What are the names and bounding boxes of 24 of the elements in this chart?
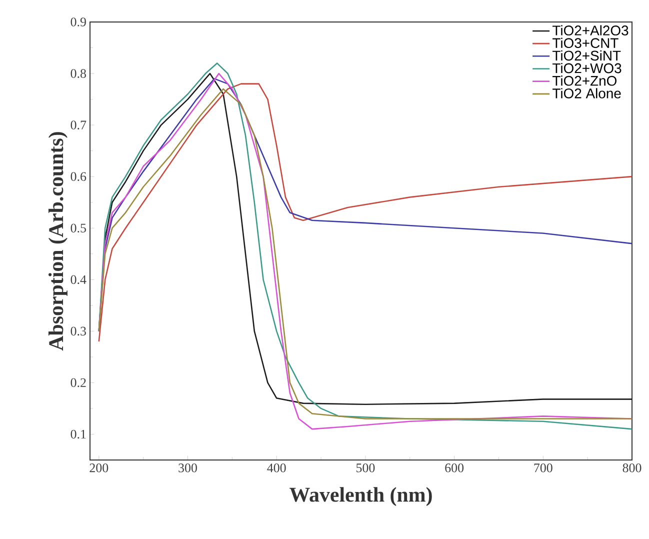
x-tick-label: 300: [178, 464, 197, 472]
y-tick-label: 0.4: [70, 275, 86, 284]
x-tick-label: 200: [90, 464, 108, 472]
y-tick-label: 0.7: [70, 120, 86, 130]
x-tick-label: 800: [622, 464, 642, 472]
legend-label: TiO2+Al2O3: [552, 25, 628, 36]
legend-label: TiO2+ZnO: [552, 76, 617, 86]
y-tick-label: 0.6: [70, 172, 86, 181]
x-tick-label: 700: [534, 464, 552, 472]
y-tick-label: 0.5: [70, 224, 86, 233]
y-axis-title: Absorption (Arb.counts): [48, 132, 68, 351]
y-tick-label: 0.8: [70, 69, 86, 78]
y-tick-label: 0.3: [70, 326, 86, 336]
legend-label: TiO3+CNT: [552, 38, 618, 48]
x-tick-label: 600: [445, 464, 464, 472]
y-tick-label: 0.1: [70, 430, 86, 439]
legend-label: TiO2+SiNT: [552, 50, 621, 61]
legend-label: TiO2 Alone: [552, 88, 621, 98]
y-tick-label: 0.9: [70, 18, 86, 26]
x-axis-title: Wavelenth (nm): [290, 487, 432, 506]
legend-label: TiO2+WO3: [552, 62, 622, 74]
x-tick-label: 400: [267, 464, 286, 472]
y-tick-label: 0.2: [70, 378, 86, 388]
x-tick-label: 500: [356, 464, 375, 472]
